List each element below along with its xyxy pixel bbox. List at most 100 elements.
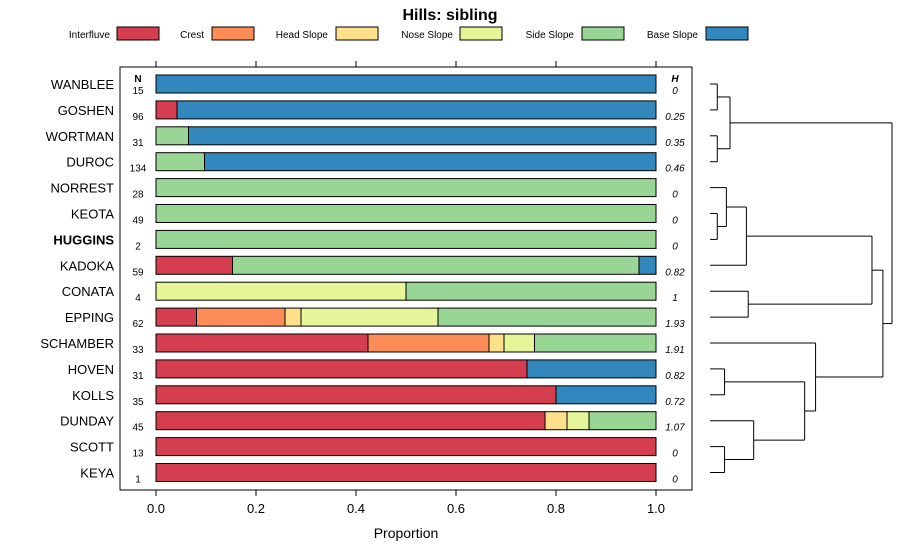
legend: Interfluve Crest Head Slope Nose Slope Side … (69, 26, 749, 41)
bar-segment (284, 307, 302, 327)
bar-segment (155, 437, 657, 457)
bar-segment (176, 100, 657, 120)
legend-swatch (211, 26, 255, 41)
bar-segment (437, 307, 657, 327)
bar-segment (155, 74, 657, 94)
bar-segment (155, 385, 557, 405)
row-label: KADOKA (60, 258, 115, 273)
bar-segment (544, 411, 568, 431)
rows: WANBLEE 15 0 GOSHEN 96 0.25 WORTMAN 31 0.35 DUROC… (40, 74, 685, 486)
row-h-value: 1.07 (665, 423, 685, 434)
row-h-value: 0 (672, 241, 678, 252)
bar-segment (367, 333, 490, 353)
row-h-value: 0.82 (665, 371, 685, 382)
row-n-value: 1 (135, 475, 141, 486)
bar-segment (566, 411, 590, 431)
row-n-value: 31 (132, 371, 144, 382)
row-label: HOVEN (68, 362, 114, 377)
row-n-value: 45 (132, 423, 144, 434)
row-label: KEYA (80, 466, 114, 481)
legend-label: Side Slope (526, 30, 575, 41)
row-n-value: 4 (135, 293, 141, 304)
row-n-value: 59 (132, 267, 144, 278)
row-n-value: 49 (132, 216, 144, 227)
bar-segment (155, 229, 657, 249)
bar-segment (405, 281, 657, 301)
row-n-value: 15 (132, 86, 144, 97)
row-label: KOLLS (72, 388, 114, 403)
bar-segment (204, 152, 657, 172)
x-axis-label: Proportion (374, 525, 439, 541)
legend-label: Crest (180, 30, 204, 41)
bar-segment (196, 307, 286, 327)
bar-segment (155, 463, 657, 482)
bar-segment (155, 204, 657, 223)
row-n-value: 33 (132, 345, 144, 356)
legend-label: Interfluve (69, 30, 111, 41)
bar-segment (155, 307, 197, 327)
bar-segment (232, 255, 640, 275)
row-label: KEOTA (71, 207, 114, 222)
bar-segment (534, 333, 657, 353)
row-h-value: 0.35 (665, 138, 685, 149)
row-label: WANBLEE (51, 77, 114, 92)
row-h-value: 0 (672, 86, 678, 97)
row-h-value: 1.93 (665, 319, 685, 330)
row-label: DUROC (66, 155, 114, 170)
bar-segment (638, 255, 657, 275)
bar-segment (155, 100, 178, 120)
row-n-value: 28 (132, 190, 144, 201)
legend-label: Nose Slope (401, 30, 453, 41)
row-h-value: 0.46 (665, 164, 685, 175)
row-h-value: 0 (672, 449, 678, 460)
row-h-value: 0 (672, 190, 678, 201)
legend-swatch (581, 26, 625, 41)
row-h-value: 0 (672, 216, 678, 227)
bar-segment (155, 255, 233, 275)
x-tick-label: 0.8 (547, 501, 565, 516)
n-column-header: N (134, 74, 141, 85)
legend-swatch (116, 26, 160, 41)
row-label: HUGGINS (53, 232, 114, 247)
row-n-value: 31 (132, 138, 144, 149)
legend-swatch (335, 26, 379, 41)
plot-frame (119, 66, 693, 491)
bar-segment (155, 333, 369, 353)
bar-segment (300, 307, 439, 327)
legend-label: Base Slope (647, 30, 699, 41)
row-h-value: 0.72 (665, 397, 685, 408)
row-label: EPPING (65, 310, 114, 325)
row-label: CONATA (62, 284, 115, 299)
row-label: SCOTT (70, 440, 114, 455)
row-h-value: 0.25 (665, 112, 685, 123)
row-label: NORREST (50, 181, 114, 196)
bar-segment (155, 152, 205, 172)
bar-segment (155, 178, 657, 198)
bar-segment (155, 359, 528, 379)
row-n-value: 134 (130, 164, 147, 175)
legend-swatch (459, 26, 503, 41)
bar-segment (488, 333, 505, 353)
x-tick-label: 0.2 (247, 501, 265, 516)
chart-title: Hills: sibling (402, 7, 497, 24)
row-h-value: 1.91 (665, 345, 684, 356)
bar-segment (188, 126, 657, 146)
row-n-value: 96 (132, 112, 144, 123)
x-axis: 0.0 0.2 0.4 0.6 0.8 1.0 (147, 61, 665, 516)
x-tick-label: 0.4 (347, 501, 365, 516)
bar-segment (503, 333, 535, 353)
dendrogram (710, 83, 893, 473)
row-label: GOSHEN (58, 103, 114, 118)
bar-segment (155, 126, 189, 146)
row-n-value: 2 (135, 241, 141, 252)
row-n-value: 13 (132, 449, 144, 460)
bar-segment (155, 281, 407, 301)
bar-segment (555, 385, 657, 405)
bar-segment (526, 359, 657, 379)
legend-swatch (705, 26, 749, 41)
row-label: WORTMAN (46, 129, 114, 144)
row-n-value: 35 (132, 397, 144, 408)
bar-segment (588, 411, 657, 431)
row-h-value: 0.82 (665, 267, 685, 278)
x-tick-label: 0.0 (147, 501, 165, 516)
